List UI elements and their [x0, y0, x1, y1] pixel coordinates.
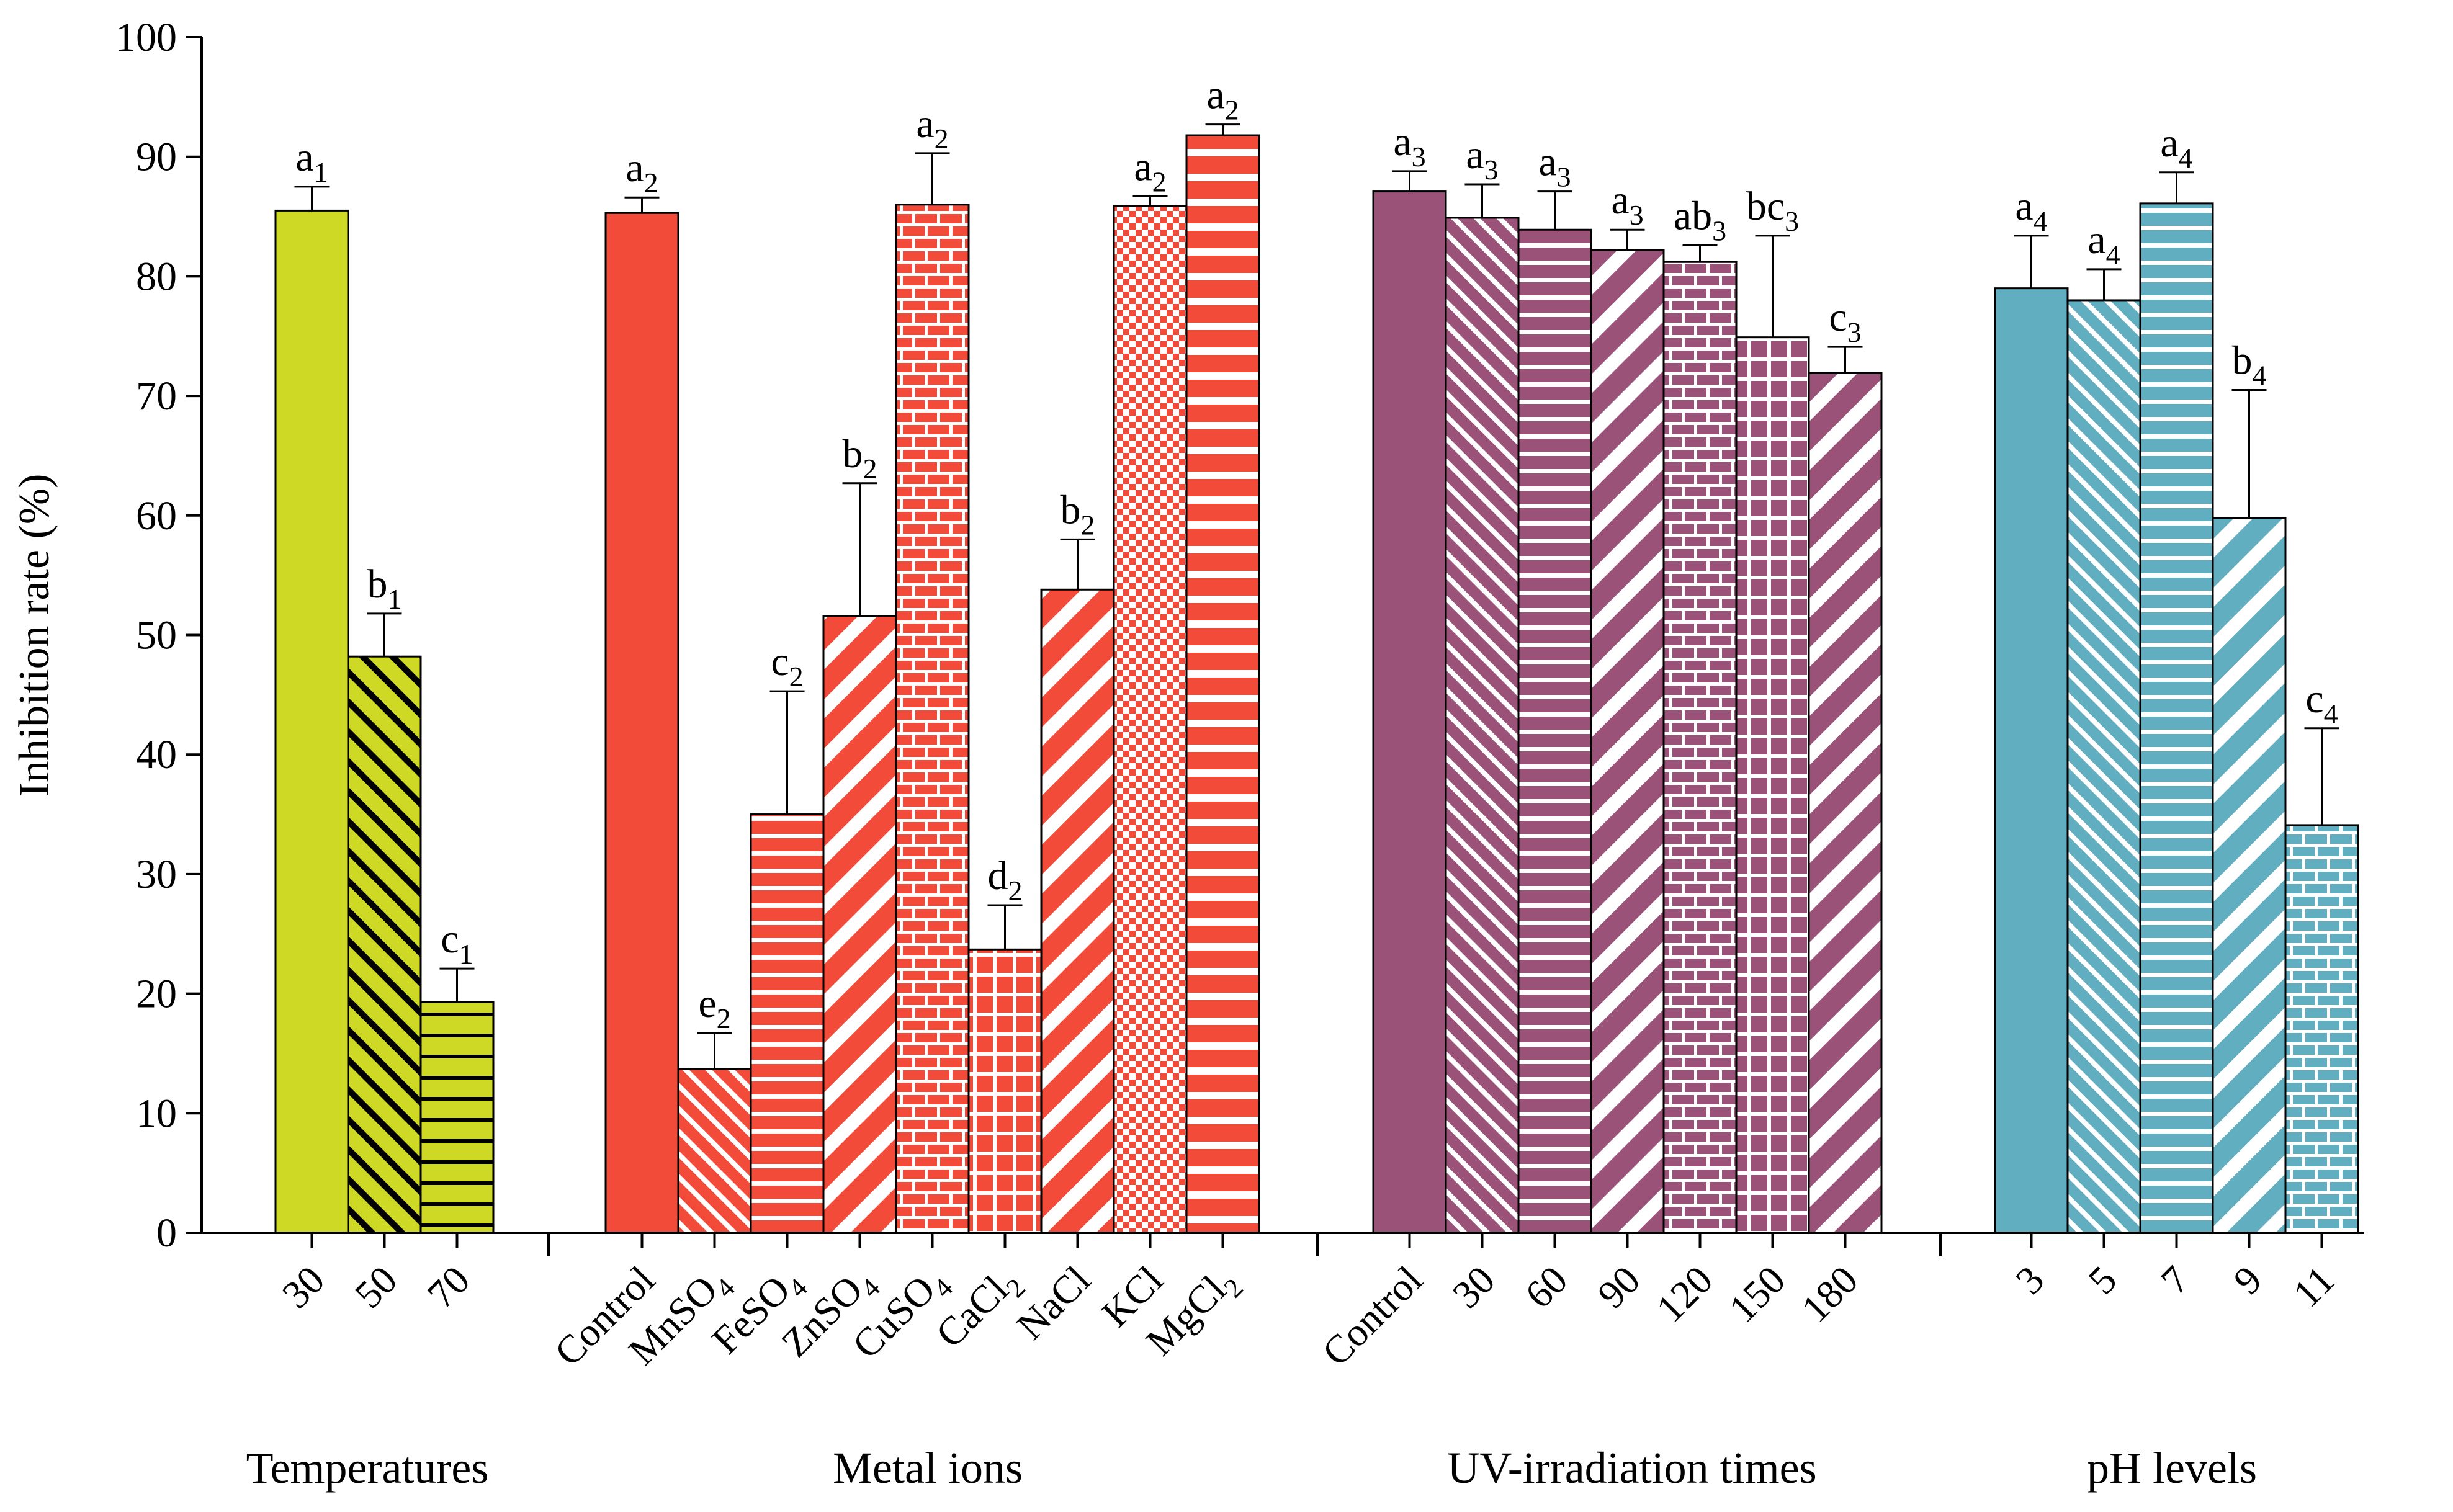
bar-ph-levels-4: [2284, 824, 2359, 1234]
significance-label-ph-levels-0: a4: [2015, 184, 2047, 237]
y-tick-label-30: 30: [136, 852, 177, 897]
significance-label-metal-ions-8: a2: [1206, 73, 1239, 126]
y-tick-label-20: 20: [136, 972, 177, 1017]
significance-label-metal-ions-3: b2: [843, 431, 877, 485]
bar-ph-levels-1: [2066, 299, 2141, 1234]
bar-metal-ions-5: [967, 948, 1043, 1234]
bar-ph-levels-2: [2139, 202, 2214, 1234]
group-label-uv-irradiation-times: UV-irradiation times: [1447, 1443, 1816, 1493]
axes-layer: [186, 36, 2364, 1256]
y-tick-label-50: 50: [136, 613, 177, 658]
bar-uv-irradiation-times-1: [1445, 217, 1520, 1234]
significance-label-metal-ions-2: c2: [771, 639, 803, 692]
category-label-uv-irradiation-times-0: Control: [1314, 1258, 1430, 1374]
bar-temperatures-1: [347, 655, 422, 1234]
category-label-uv-irradiation-times-4: 120: [1648, 1258, 1721, 1331]
y-tick-label-40: 40: [136, 732, 177, 777]
bar-metal-ions-6: [1040, 588, 1115, 1234]
category-label-ph-levels-0: 3: [2007, 1258, 2053, 1303]
category-label-temperatures-1: 50: [346, 1258, 405, 1317]
category-label-uv-irradiation-times-3: 90: [1589, 1258, 1648, 1317]
category-label-temperatures-0: 30: [274, 1258, 333, 1317]
bars-layer: [274, 123, 2359, 1234]
category-label-temperatures-2: 70: [419, 1258, 478, 1317]
bar-metal-ions-7: [1113, 205, 1188, 1234]
significance-label-metal-ions-7: a2: [1134, 144, 1166, 197]
significance-label-metal-ions-5: d2: [988, 853, 1023, 906]
bar-metal-ions-0: [604, 212, 679, 1234]
y-tick-label-60: 60: [136, 493, 177, 539]
significance-label-uv-irradiation-times-3: a3: [1611, 177, 1643, 231]
y-tick-label-90: 90: [136, 135, 177, 180]
bar-metal-ions-3: [822, 615, 897, 1234]
category-label-ph-levels-1: 5: [2080, 1258, 2125, 1303]
significance-label-uv-irradiation-times-4: ab3: [1674, 193, 1726, 246]
y-tick-label-0: 0: [156, 1210, 177, 1256]
bar-uv-irradiation-times-3: [1590, 249, 1665, 1234]
bar-metal-ions-8: [1185, 134, 1260, 1234]
significance-label-uv-irradiation-times-2: a3: [1538, 140, 1571, 193]
bar-temperatures-2: [419, 1001, 495, 1234]
group-label-temperatures: Temperatures: [246, 1443, 489, 1493]
category-label-ph-levels-4: 11: [2285, 1258, 2343, 1316]
bar-ph-levels-0: [1994, 287, 2069, 1234]
bar-uv-irradiation-times-5: [1735, 336, 1810, 1234]
category-label-uv-irradiation-times-1: 30: [1444, 1258, 1503, 1317]
significance-label-ph-levels-4: c4: [2305, 676, 2338, 730]
significance-label-uv-irradiation-times-5: bc3: [1746, 184, 1799, 237]
bar-metal-ions-2: [750, 813, 825, 1234]
bar-metal-ions-1: [677, 1068, 752, 1234]
significance-label-metal-ions-1: e2: [698, 981, 730, 1034]
y-axis-title: Inhibition rate (%): [11, 474, 58, 797]
category-label-ph-levels-2: 7: [2153, 1258, 2198, 1303]
significance-label-metal-ions-4: a2: [916, 101, 948, 154]
significance-label-uv-irradiation-times-0: a3: [1393, 119, 1425, 172]
bar-uv-irradiation-times-6: [1808, 372, 1883, 1234]
bar-ph-levels-3: [2212, 517, 2287, 1234]
y-tick-label-80: 80: [136, 254, 177, 299]
y-tick-label-100: 100: [115, 15, 177, 60]
bar-uv-irradiation-times-2: [1517, 228, 1592, 1234]
significance-label-temperatures-2: c1: [441, 916, 473, 970]
category-label-ph-levels-3: 9: [2225, 1258, 2271, 1303]
bar-uv-irradiation-times-0: [1372, 190, 1447, 1234]
y-tick-label-70: 70: [136, 374, 177, 419]
significance-label-metal-ions-0: a2: [626, 145, 658, 199]
bar-metal-ions-4: [895, 204, 970, 1234]
category-label-uv-irradiation-times-2: 60: [1517, 1258, 1576, 1317]
category-label-uv-irradiation-times-5: 150: [1720, 1258, 1793, 1331]
group-label-ph-levels: pH levels: [2087, 1443, 2257, 1493]
category-label-uv-irradiation-times-6: 180: [1793, 1258, 1866, 1331]
group-label-metal-ions: Metal ions: [833, 1443, 1023, 1493]
significance-label-uv-irradiation-times-1: a3: [1466, 132, 1498, 186]
significance-label-temperatures-0: a1: [295, 135, 328, 188]
bar-uv-irradiation-times-4: [1662, 261, 1738, 1234]
significance-label-ph-levels-3: b4: [2232, 338, 2267, 391]
bar-temperatures-0: [274, 209, 349, 1234]
category-label-metal-ions-6: NaCl: [1008, 1258, 1099, 1348]
significance-label-ph-levels-2: a4: [2160, 120, 2192, 174]
significance-label-metal-ions-6: b2: [1061, 487, 1095, 540]
y-tick-label-10: 10: [136, 1091, 177, 1136]
significance-label-ph-levels-1: a4: [2088, 217, 2120, 271]
significance-label-temperatures-1: b1: [367, 561, 402, 615]
significance-label-uv-irradiation-times-6: c3: [1829, 295, 1861, 348]
